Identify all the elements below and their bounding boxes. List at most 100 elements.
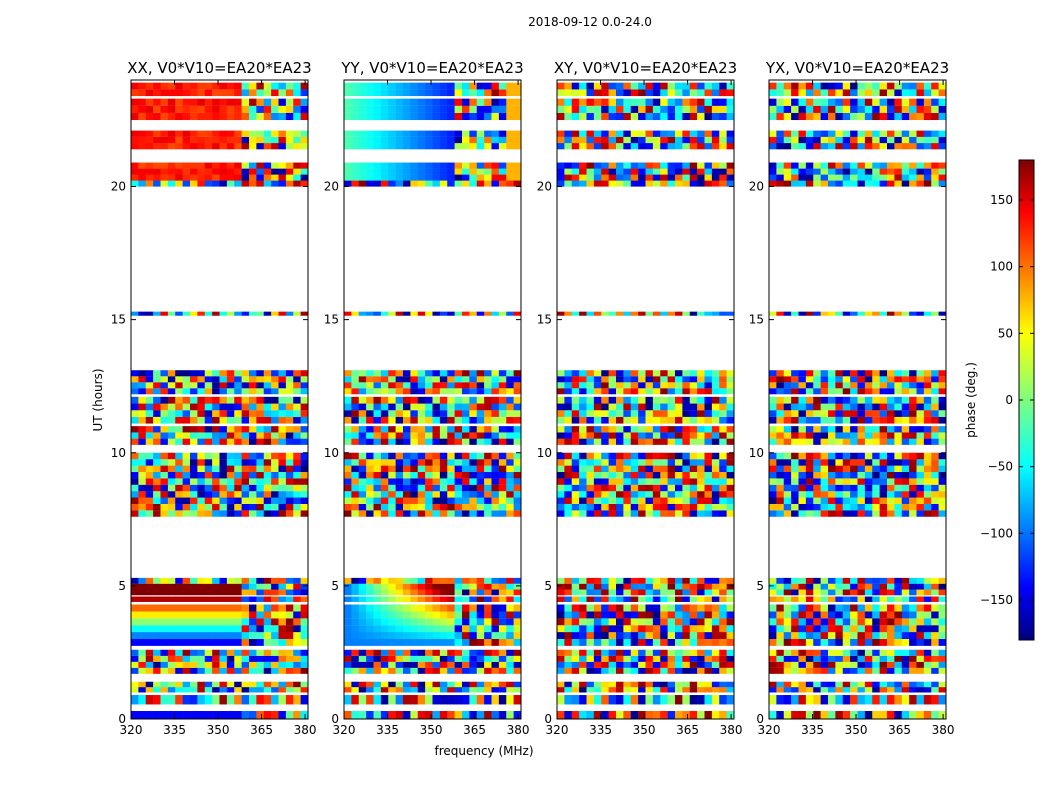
heatmap-cell xyxy=(776,687,785,693)
heatmap-cell xyxy=(726,604,735,612)
heatmap-cell xyxy=(403,416,411,424)
heatmap-cell xyxy=(366,143,374,150)
heatmap-cell xyxy=(638,416,646,424)
heatmap-cell xyxy=(469,174,478,181)
heatmap-cell xyxy=(564,655,573,662)
heatmap-cell xyxy=(872,382,880,389)
heatmap-cell xyxy=(278,403,287,411)
heatmap-cell xyxy=(916,681,925,688)
heatmap-cell xyxy=(484,491,492,498)
heatmap-cell xyxy=(820,611,829,619)
heatmap-cell xyxy=(616,180,624,187)
heatmap-cell xyxy=(630,396,639,404)
heatmap-cell xyxy=(593,426,602,433)
heatmap-cell xyxy=(190,503,198,511)
heatmap-cell xyxy=(256,681,265,688)
heatmap-cell xyxy=(263,403,272,411)
heatmap-cell xyxy=(182,711,191,720)
heatmap-cell xyxy=(857,410,866,417)
heatmap-cell xyxy=(462,583,470,590)
heatmap-cell xyxy=(630,112,639,121)
heatmap-cell xyxy=(909,687,917,693)
heatmap-cell xyxy=(484,687,492,693)
heatmap-cell xyxy=(417,112,426,121)
heatmap-cell xyxy=(931,376,939,383)
heatmap-cell xyxy=(403,174,411,181)
heatmap-cell xyxy=(395,661,404,668)
heatmap-cell xyxy=(711,396,720,404)
heatmap-cell xyxy=(388,410,396,417)
heatmap-cell xyxy=(182,98,191,106)
heatmap-cell xyxy=(923,168,932,175)
heatmap-cell xyxy=(813,625,821,633)
heatmap-cell xyxy=(616,311,624,316)
heatmap-cell xyxy=(608,416,617,424)
heatmap-cell xyxy=(682,136,691,144)
heatmap-cell xyxy=(894,130,903,137)
heatmap-cell xyxy=(697,465,705,473)
heatmap-cell xyxy=(689,649,698,656)
heatmap-cell xyxy=(682,143,691,150)
heatmap-cell xyxy=(395,432,404,439)
heatmap-cell xyxy=(579,667,587,674)
heatmap-cell xyxy=(197,180,206,187)
heatmap-cell xyxy=(842,388,851,395)
heatmap-cell xyxy=(263,311,272,316)
heatmap-cell xyxy=(769,649,777,656)
heatmap-cell xyxy=(697,618,705,626)
heatmap-cell xyxy=(623,503,632,511)
heatmap-cell xyxy=(901,376,910,383)
heatmap-cell xyxy=(358,577,367,584)
heatmap-cell xyxy=(403,484,411,492)
heatmap-cell xyxy=(249,577,257,584)
heatmap-cell xyxy=(630,143,639,150)
heatmap-cell xyxy=(579,388,587,395)
heatmap-cell xyxy=(697,452,705,460)
heatmap-cell xyxy=(850,370,858,377)
heatmap-cell xyxy=(769,112,777,121)
heatmap-cell xyxy=(197,478,206,485)
heatmap-cell xyxy=(138,143,147,150)
heatmap-cell xyxy=(395,484,404,492)
heatmap-cell xyxy=(278,465,287,473)
heatmap-cell xyxy=(879,459,888,466)
heatmap-cell xyxy=(425,130,433,137)
heatmap-cell xyxy=(894,695,903,705)
heatmap-cell xyxy=(145,432,154,439)
heatmap-cell xyxy=(798,667,807,674)
heatmap-cell xyxy=(212,130,220,137)
heatmap-cell xyxy=(593,711,602,720)
heatmap-cell xyxy=(138,625,147,633)
heatmap-cell xyxy=(791,426,799,433)
heatmap-cell xyxy=(593,491,602,498)
heatmap-cell xyxy=(278,661,287,668)
heatmap-cell xyxy=(351,89,360,97)
heatmap-cell xyxy=(380,484,389,492)
heatmap-cell xyxy=(300,112,309,121)
heatmap-cell xyxy=(226,491,235,498)
heatmap-cell xyxy=(212,168,220,175)
heatmap-cell xyxy=(498,471,507,479)
heatmap-cell xyxy=(557,376,565,383)
heatmap-cell xyxy=(476,452,485,460)
heatmap-cell xyxy=(872,638,880,646)
heatmap-cell xyxy=(160,478,169,485)
heatmap-cell xyxy=(447,388,455,395)
heatmap-cell xyxy=(484,484,492,492)
heatmap-cell xyxy=(652,478,661,485)
heatmap-cell xyxy=(498,497,507,504)
heatmap-cell xyxy=(813,604,821,612)
heatmap-cell xyxy=(462,162,470,169)
heatmap-cell xyxy=(212,376,220,383)
heatmap-cell xyxy=(249,396,257,404)
heatmap-cell xyxy=(513,376,522,383)
heatmap-cell xyxy=(373,416,382,424)
heatmap-cell xyxy=(285,687,294,693)
heatmap-cell xyxy=(769,311,777,316)
heatmap-cell xyxy=(395,589,404,596)
heatmap-cell xyxy=(439,491,448,498)
heatmap-cell xyxy=(776,130,785,137)
heatmap-cell xyxy=(652,681,661,688)
heatmap-cell xyxy=(645,625,654,633)
heatmap-cell xyxy=(293,510,301,517)
